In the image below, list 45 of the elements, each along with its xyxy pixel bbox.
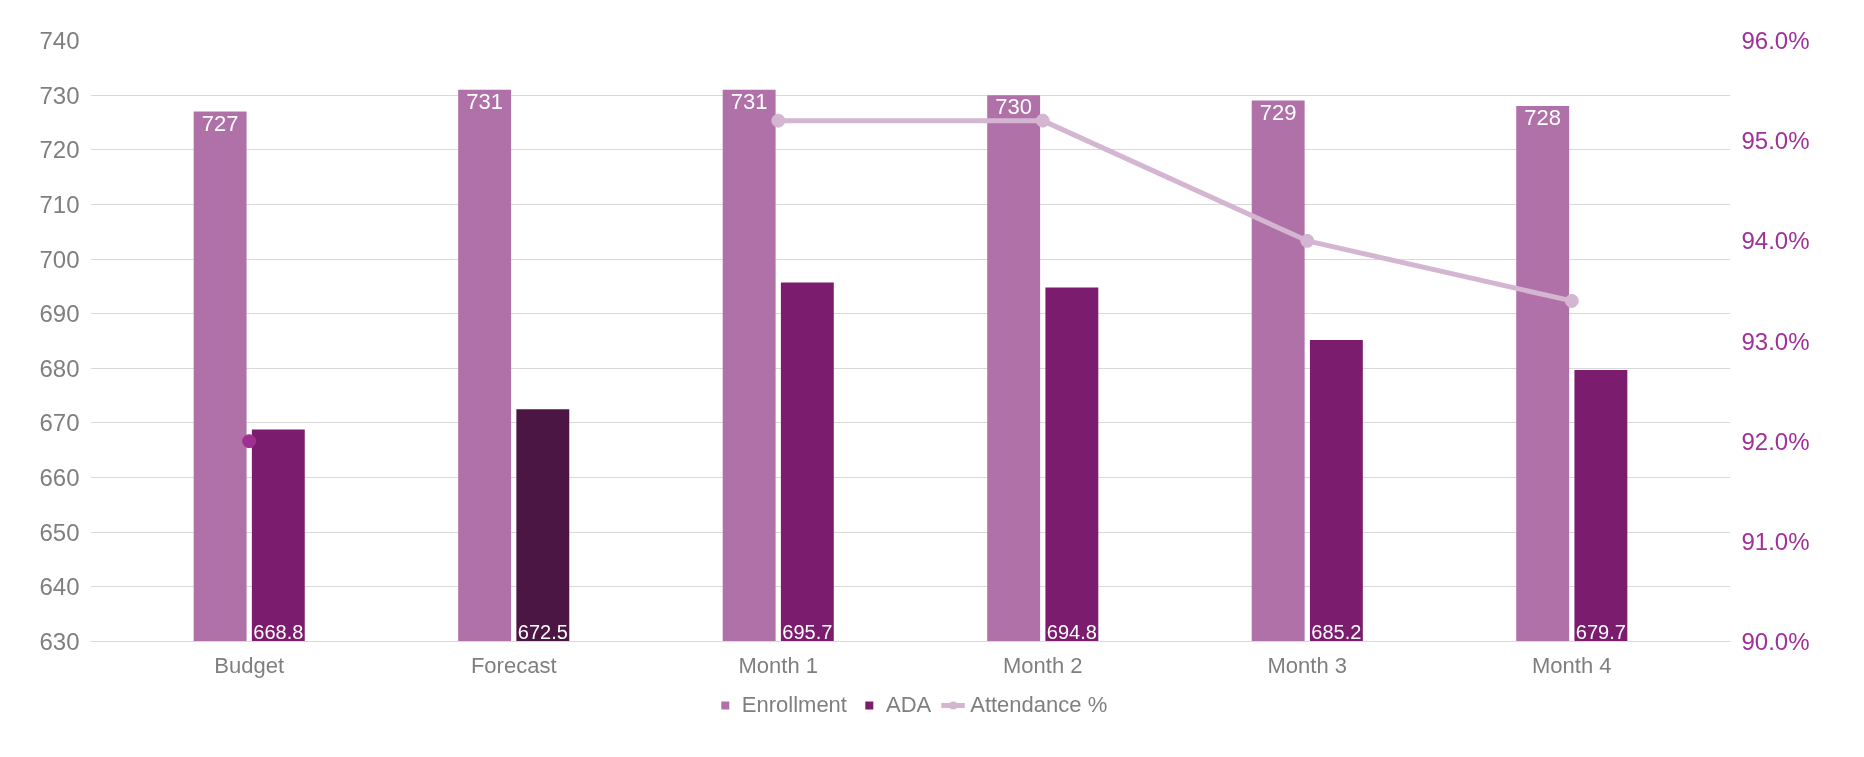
y2-tick-label: 90.0% [1741, 628, 1810, 655]
data-label: 695.7 [782, 620, 833, 643]
data-label: 668.8 [253, 620, 304, 643]
data-label: 730 [995, 94, 1033, 120]
data-label: 685.2 [1311, 620, 1362, 643]
y2-tick-label: 94.0% [1741, 227, 1810, 255]
data-label: 672.5 [517, 620, 568, 643]
y2-tick-label: 93.0% [1741, 327, 1810, 355]
y2-tick-label: 96.0% [1741, 27, 1810, 54]
data-label: 727 [201, 110, 239, 136]
legend-label: Enrollment [741, 692, 847, 718]
y-tick-label: 670 [39, 409, 80, 437]
y-tick-label: 690 [39, 300, 80, 328]
legend-label: Attendance % [970, 692, 1108, 718]
data-label: 729 [1259, 99, 1297, 125]
x-tick-label: Budget [214, 652, 285, 678]
y-tick-label: 630 [39, 628, 80, 655]
y-tick-label: 710 [39, 190, 80, 218]
data-label: 731 [730, 88, 768, 114]
y-tick-label: 740 [39, 27, 80, 54]
x-tick-label: Month 3 [1267, 652, 1348, 678]
point [771, 113, 786, 128]
y-tick-label: 700 [39, 245, 80, 273]
data-label: 731 [466, 88, 503, 114]
x-tick-label: Month 4 [1532, 652, 1612, 678]
y-tick-label: 680 [39, 354, 80, 382]
y-tick-label: 720 [39, 136, 80, 164]
point [1300, 233, 1315, 248]
data-label: 728 [1524, 105, 1562, 131]
legend-label: ADA [885, 692, 932, 718]
point [242, 434, 257, 449]
point [1035, 113, 1050, 128]
x-tick-label: Forecast [470, 652, 557, 678]
y2-tick-label: 92.0% [1741, 427, 1810, 455]
x-tick-label: Month 1 [738, 652, 818, 678]
y-tick-label: 640 [39, 573, 80, 601]
x-tick-label: Month 2 [1003, 652, 1083, 678]
data-label: 679.7 [1575, 620, 1626, 643]
y-tick-label: 730 [39, 81, 80, 109]
point [1564, 293, 1579, 308]
y2-tick-label: 95.0% [1741, 127, 1810, 155]
y-tick-label: 660 [39, 464, 80, 492]
y-tick-label: 650 [39, 518, 80, 546]
data-label: 694.8 [1046, 620, 1097, 643]
y2-tick-label: 91.0% [1741, 527, 1810, 555]
